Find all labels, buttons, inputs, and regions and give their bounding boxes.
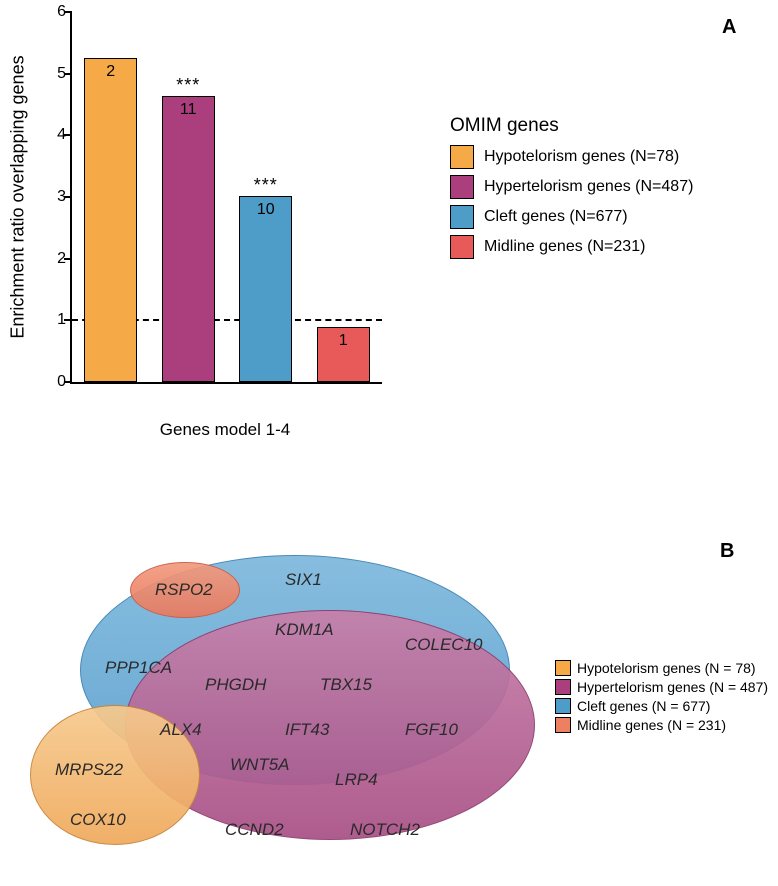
- bar: 10***: [239, 196, 292, 382]
- legend-swatch: [450, 205, 474, 229]
- gene-label: NOTCH2: [350, 820, 420, 840]
- legend-a: OMIM genes Hypotelorism genes (N=78) Hype…: [450, 115, 693, 265]
- gene-label: KDM1A: [275, 620, 334, 640]
- significance-stars: ***: [240, 175, 291, 196]
- bar-count-label: 1: [318, 332, 369, 350]
- legend-label: Hypertelorism genes (N=487): [484, 178, 693, 196]
- gene-label: LRP4: [335, 770, 378, 790]
- legend-label: Hypotelorism genes (N = 78): [577, 660, 756, 676]
- y-tick-label: 5: [57, 65, 66, 83]
- legend-swatch: [555, 717, 571, 733]
- legend-swatch: [450, 235, 474, 259]
- y-axis-title: Enrichment ratio overlapping genes: [8, 55, 29, 338]
- gene-label: CCND2: [225, 820, 284, 840]
- legend-item: Cleft genes (N = 677): [555, 698, 768, 714]
- legend-swatch: [450, 145, 474, 169]
- y-tick-label: 6: [57, 3, 66, 21]
- legend-item: Hypertelorism genes (N = 487): [555, 679, 768, 695]
- legend-swatch: [450, 175, 474, 199]
- gene-label: IFT43: [285, 720, 329, 740]
- plot-area: 0123456211***10***1: [70, 12, 382, 384]
- panel-b-label: B: [720, 540, 734, 563]
- y-tick-label: 0: [57, 373, 66, 391]
- gene-label: PHGDH: [205, 675, 266, 695]
- legend-swatch: [555, 698, 571, 714]
- y-tick-label: 2: [57, 250, 66, 268]
- legend-item: Hypotelorism genes (N=78): [450, 145, 693, 169]
- legend-a-title: OMIM genes: [450, 115, 693, 137]
- bar: 11***: [162, 96, 215, 382]
- y-tick-label: 3: [57, 188, 66, 206]
- figure-root: A Enrichment ratio overlapping genes 0 1 2…: [0, 0, 778, 886]
- bar: 2: [84, 58, 137, 382]
- y-tick-label: 4: [57, 126, 66, 144]
- legend-item: Cleft genes (N=677): [450, 205, 693, 229]
- legend-label: Cleft genes (N=677): [484, 208, 628, 226]
- bar-count-label: 2: [85, 63, 136, 81]
- gene-label: ALX4: [160, 720, 202, 740]
- legend-label: Midline genes (N = 231): [577, 717, 726, 733]
- bar: 1: [317, 327, 370, 383]
- gene-label: COLEC10: [405, 635, 482, 655]
- gene-label: PPP1CA: [105, 658, 172, 678]
- y-tick-label: 1: [57, 311, 66, 329]
- legend-item: Hypertelorism genes (N=487): [450, 175, 693, 199]
- legend-item: Midline genes (N=231): [450, 235, 693, 259]
- legend-label: Cleft genes (N = 677): [577, 698, 710, 714]
- legend-b: Hypotelorism genes (N = 78) Hypertelorism…: [555, 660, 768, 736]
- legend-swatch: [555, 660, 571, 676]
- legend-item: Midline genes (N = 231): [555, 717, 768, 733]
- bar-chart: Enrichment ratio overlapping genes 01234…: [70, 12, 410, 412]
- legend-swatch: [555, 679, 571, 695]
- gene-label: TBX15: [320, 675, 372, 695]
- legend-label: Hypertelorism genes (N = 487): [577, 679, 768, 695]
- gene-label: FGF10: [405, 720, 458, 740]
- x-axis-title: Genes model 1-4: [70, 420, 380, 440]
- gene-label: WNT5A: [230, 755, 290, 775]
- legend-label: Hypotelorism genes (N=78): [484, 148, 679, 166]
- gene-label: MRPS22: [55, 760, 123, 780]
- gene-label: SIX1: [285, 570, 322, 590]
- bar-count-label: 11: [163, 101, 214, 119]
- gene-label: COX10: [70, 810, 126, 830]
- significance-stars: ***: [163, 75, 214, 96]
- panel-a-label: A: [722, 16, 736, 39]
- legend-label: Midline genes (N=231): [484, 238, 645, 256]
- bar-count-label: 10: [240, 201, 291, 219]
- legend-item: Hypotelorism genes (N = 78): [555, 660, 768, 676]
- venn-diagram: RSPO2 SIX1 PPP1CA KDM1A COLEC10 PHGDH TBX15 ALX…: [40, 535, 550, 865]
- gene-label: RSPO2: [155, 580, 213, 600]
